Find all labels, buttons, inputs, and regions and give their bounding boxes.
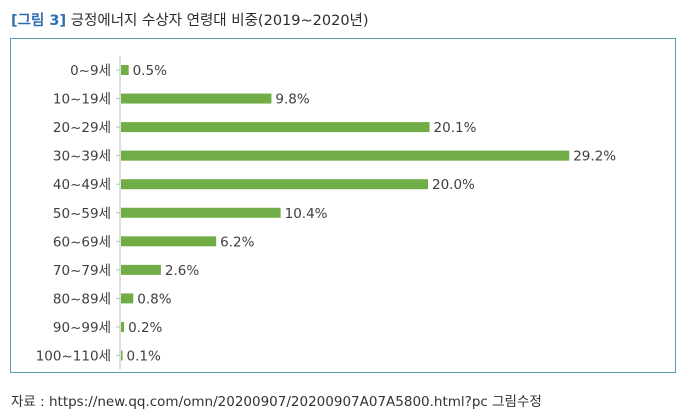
- figure-label: [그림 3]: [11, 13, 67, 29]
- category-label: 10~19세: [53, 92, 111, 108]
- bar: [121, 350, 123, 361]
- data-label: 20.0%: [432, 177, 475, 193]
- bar: [121, 150, 570, 161]
- category-label: 0~9세: [70, 63, 111, 79]
- category-label: 20~29세: [53, 120, 111, 136]
- source-note: 자료 : https://new.qq.com/omn/20200907/202…: [11, 394, 542, 410]
- data-label: 0.2%: [128, 320, 162, 336]
- data-label: 29.2%: [573, 149, 616, 165]
- category-label: 50~59세: [53, 206, 111, 222]
- category-label: 60~69세: [53, 234, 111, 250]
- category-label: 80~89세: [53, 291, 111, 307]
- data-label: 20.1%: [434, 120, 477, 136]
- chart-frame: 0~9세 0.5% 10~19세 9.8% 20~29세 20.1% 30~39세 29.2%…: [10, 38, 676, 373]
- bar: [121, 293, 134, 304]
- bar: [121, 207, 281, 218]
- bar-chart: 0~9세 0.5% 10~19세 9.8% 20~29세 20.1% 30~39세 29.2%…: [36, 56, 616, 370]
- data-label: 9.8%: [275, 92, 309, 108]
- data-label: 0.8%: [137, 291, 171, 307]
- data-label: 0.1%: [127, 349, 161, 365]
- bar: [121, 321, 125, 332]
- figure-title-text: 긍정에너지 수상자 연령대 비중(2019~2020년): [70, 13, 369, 29]
- data-label: 6.2%: [220, 234, 254, 250]
- bar: [121, 179, 428, 190]
- bar: [121, 264, 161, 275]
- category-label: 30~39세: [53, 149, 111, 165]
- category-label: 100~110세: [36, 349, 111, 365]
- data-label: 0.5%: [133, 63, 167, 79]
- figure-title: [그림 3] 긍정에너지 수상자 연령대 비중(2019~2020년): [11, 9, 369, 30]
- bar: [121, 122, 430, 133]
- data-label: 2.6%: [165, 263, 199, 279]
- bar: [121, 93, 272, 104]
- category-label: 70~79세: [53, 263, 111, 279]
- data-label: 10.4%: [285, 206, 328, 222]
- category-label: 40~49세: [53, 177, 111, 193]
- bar: [121, 65, 129, 75]
- bar: [121, 236, 217, 247]
- category-label: 90~99세: [53, 320, 111, 336]
